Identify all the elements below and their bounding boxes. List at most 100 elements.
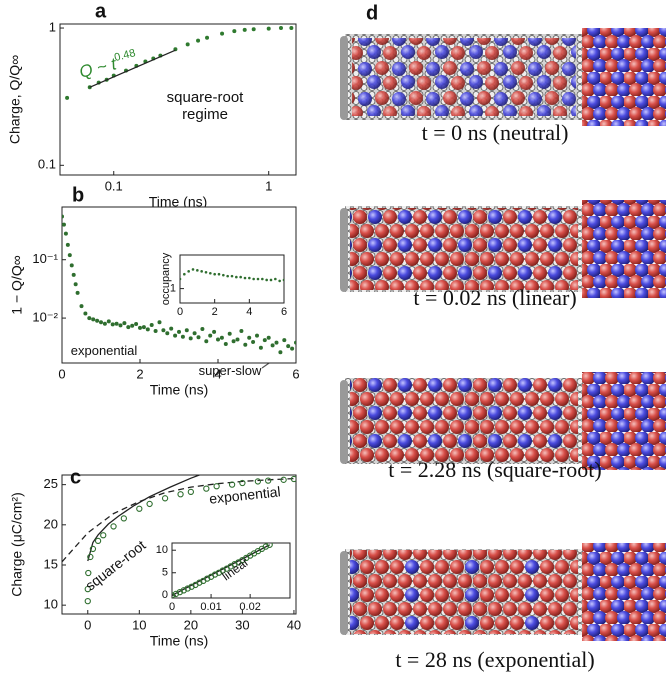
- x-tick-label: 2: [212, 306, 218, 318]
- y-tick-label: 20: [44, 516, 58, 531]
- data-point: [282, 338, 287, 343]
- bulk-ions: [582, 543, 666, 641]
- data-point: [231, 339, 236, 344]
- data-point: [75, 290, 80, 295]
- panel-label: b: [72, 184, 84, 206]
- data-point: [282, 278, 284, 282]
- data-point: [99, 320, 103, 325]
- annotation-text: exponential: [71, 343, 138, 358]
- plot-area: [172, 543, 273, 598]
- y-tick-label: 0: [162, 589, 168, 601]
- snapshot: t = 2.28 ns (square-root): [340, 372, 666, 482]
- x-tick-label: 6: [292, 366, 299, 381]
- data-point: [289, 26, 294, 31]
- data-point: [172, 592, 176, 598]
- data-point: [165, 331, 170, 336]
- plot-frame: [179, 254, 285, 304]
- data-point: [62, 214, 64, 219]
- data-point: [173, 333, 178, 338]
- data-point: [266, 335, 271, 340]
- plot-frame: [59, 23, 297, 176]
- caption: t = 0 ns (neutral): [422, 120, 569, 145]
- data-point: [110, 523, 117, 530]
- data-point: [265, 477, 272, 484]
- annotation: super-slow: [199, 363, 262, 378]
- data-point: [216, 337, 220, 342]
- data-point: [73, 282, 78, 287]
- data-point: [180, 334, 185, 339]
- annotation: exponential: [71, 343, 138, 358]
- data-point: [161, 495, 169, 502]
- annotation: exponential: [208, 483, 281, 506]
- data-point: [85, 569, 92, 577]
- x-tick-label: 4: [214, 366, 221, 381]
- data-point: [243, 342, 248, 347]
- x-tick-label: 40: [287, 617, 301, 632]
- data-point: [191, 268, 195, 271]
- data-point: [239, 479, 246, 487]
- data-point: [67, 253, 72, 258]
- annotation-text: exponential: [208, 483, 281, 506]
- data-point: [63, 231, 68, 236]
- fit-line: [172, 544, 270, 596]
- data-point: [251, 27, 256, 32]
- data-point: [265, 278, 268, 282]
- data-point: [110, 322, 115, 327]
- data-point: [87, 316, 92, 321]
- data-point: [141, 325, 146, 330]
- data-point: [212, 329, 217, 334]
- data-point: [180, 277, 182, 281]
- caption: t = 2.28 ns (square-root): [388, 457, 601, 482]
- data-point: [177, 329, 181, 334]
- panel-label: c: [70, 466, 81, 488]
- data-point: [262, 338, 267, 343]
- data-point: [118, 323, 123, 328]
- bulk-ions: [582, 372, 666, 470]
- data-point: [134, 322, 139, 327]
- data-point: [208, 333, 213, 338]
- ions: [352, 38, 576, 116]
- caption: t = 0.02 ns (linear): [413, 285, 576, 310]
- data-point: [230, 274, 234, 278]
- data-point: [256, 277, 260, 281]
- data-point: [254, 478, 262, 485]
- data-point: [235, 337, 240, 342]
- bulk-ions: [582, 200, 666, 298]
- data-point: [161, 328, 166, 333]
- plot-area: [62, 214, 296, 355]
- bulk-ions: [582, 28, 666, 126]
- data-point: [126, 325, 131, 330]
- data-point: [205, 35, 210, 40]
- data-point: [280, 476, 287, 483]
- data-point: [294, 340, 296, 345]
- data-point: [83, 311, 88, 316]
- data-point: [106, 319, 111, 324]
- y-axis-label: Charge (μC/cm²): [9, 492, 25, 597]
- data-point: [120, 515, 128, 522]
- x-axis-label: Time (ns): [149, 194, 208, 210]
- data-point: [274, 277, 277, 281]
- data-point: [217, 272, 221, 276]
- data-point: [149, 323, 154, 328]
- data-point: [204, 270, 208, 274]
- data-point: [69, 263, 74, 268]
- data-point: [89, 545, 97, 553]
- ions: [350, 550, 578, 634]
- data-point: [196, 269, 199, 272]
- data-point: [84, 597, 91, 605]
- data-point: [278, 350, 283, 355]
- data-point: [247, 335, 252, 340]
- x-tick-label: 2: [136, 366, 143, 381]
- data-point: [251, 339, 256, 344]
- x-tick-label: 0.1: [105, 178, 123, 193]
- x-tick-label: 30: [235, 617, 249, 632]
- tube-cap: [340, 36, 348, 120]
- x-axis-label: Time (ns): [150, 633, 209, 649]
- data-point: [157, 320, 162, 325]
- data-point: [222, 273, 225, 277]
- y-tick-label: 1: [49, 19, 56, 34]
- data-point: [228, 481, 236, 488]
- data-point: [188, 336, 193, 341]
- tube-cap: [340, 380, 348, 464]
